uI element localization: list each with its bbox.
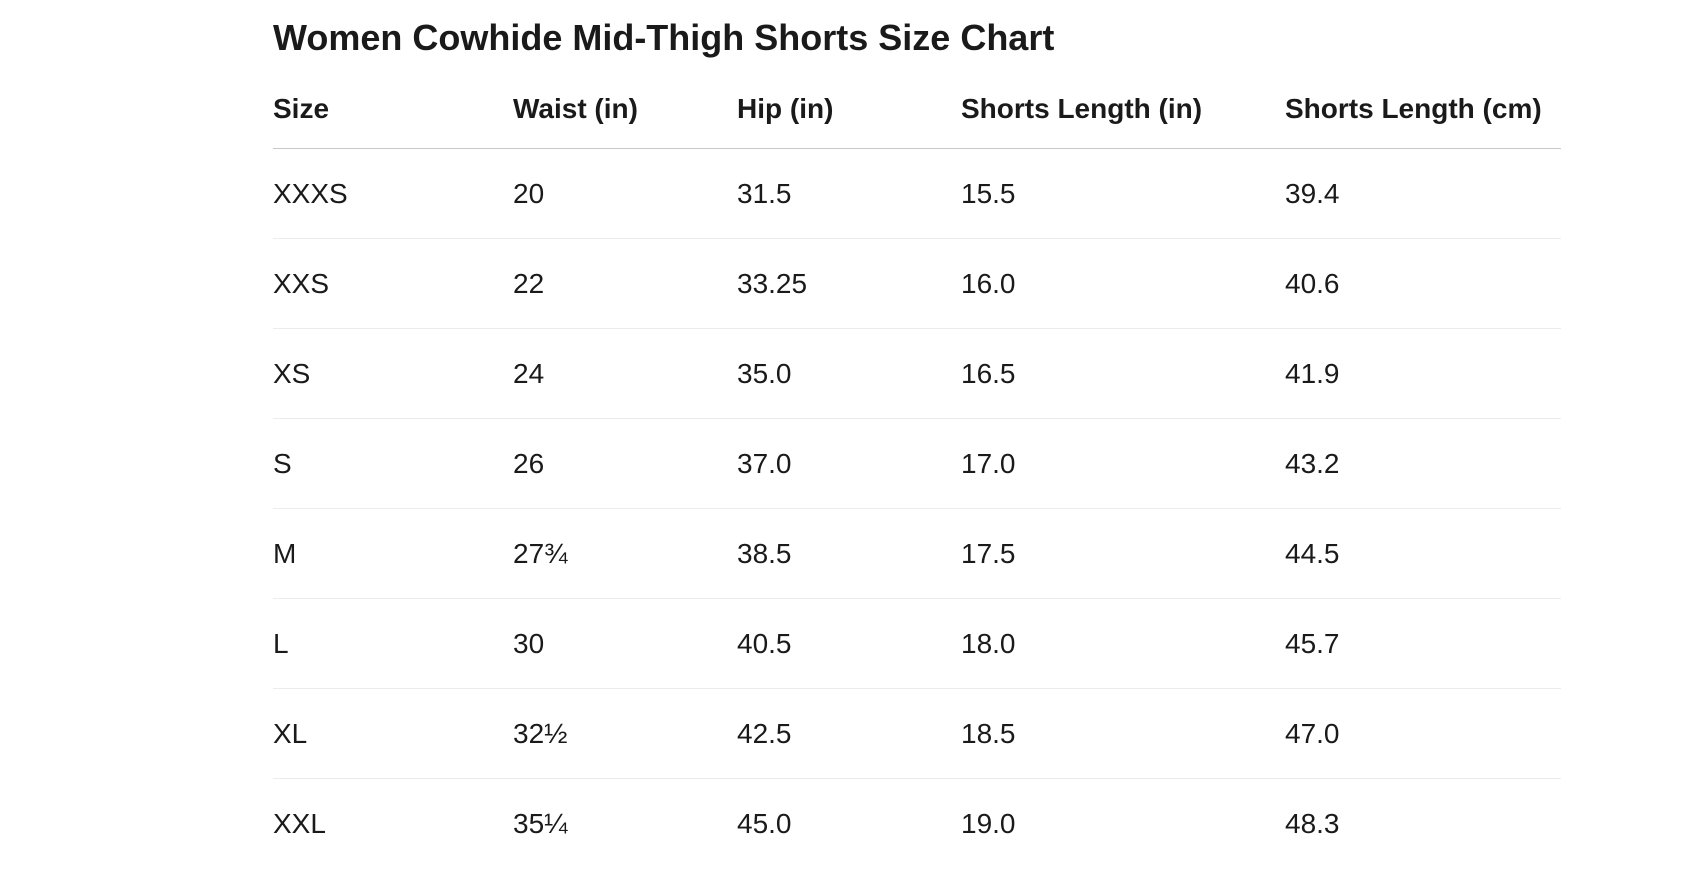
header-size: Size xyxy=(273,80,513,149)
cell-size: XXXS xyxy=(273,148,513,239)
cell-length-in: 18.0 xyxy=(961,598,1285,689)
cell-waist: 30 xyxy=(513,598,737,689)
table-row: XL 32½ 42.5 18.5 47.0 xyxy=(273,688,1561,779)
cell-hip: 40.5 xyxy=(737,598,961,689)
cell-waist: 35¼ xyxy=(513,807,568,839)
cell-waist: 20 xyxy=(513,148,737,239)
table-row: XXXS 20 31.5 15.5 39.4 xyxy=(273,148,1561,239)
cell-length-in: 19.0 xyxy=(961,807,1016,839)
cell-length-cm: 45.7 xyxy=(1285,598,1561,689)
cell-waist: 26 xyxy=(513,418,737,509)
table-header-row: Size Waist (in) Hip (in) Shorts Length (… xyxy=(273,80,1561,149)
cell-length-in: 15.5 xyxy=(961,148,1285,239)
cell-length-cm: 48.3 xyxy=(1285,807,1340,839)
cell-hip: 35.0 xyxy=(737,328,961,419)
cell-size: S xyxy=(273,418,513,509)
header-hip: Hip (in) xyxy=(737,80,961,149)
cell-length-cm: 41.9 xyxy=(1285,328,1561,419)
cell-size: L xyxy=(273,598,513,689)
cell-length-cm: 43.2 xyxy=(1285,418,1561,509)
cell-length-cm: 40.6 xyxy=(1285,238,1561,329)
cell-waist: 32½ xyxy=(513,688,737,779)
cell-hip: 45.0 xyxy=(737,807,792,839)
header-length-cm: Shorts Length (cm) xyxy=(1285,80,1561,149)
table-row: XXL 35¼ 45.0 19.0 48.3 xyxy=(273,779,1561,869)
cell-length-in: 17.0 xyxy=(961,418,1285,509)
cell-size: XS xyxy=(273,328,513,419)
table-row: L 30 40.5 18.0 45.7 xyxy=(273,598,1561,689)
cell-length-in: 18.5 xyxy=(961,688,1285,779)
cell-waist: 22 xyxy=(513,238,737,329)
table-row: XXS 22 33.25 16.0 40.6 xyxy=(273,238,1561,329)
header-waist: Waist (in) xyxy=(513,80,737,149)
cell-length-in: 16.5 xyxy=(961,328,1285,419)
cell-size: XXL xyxy=(273,807,326,839)
cell-size: XL xyxy=(273,688,513,779)
cell-hip: 37.0 xyxy=(737,418,961,509)
cell-length-cm: 47.0 xyxy=(1285,688,1561,779)
header-length-in: Shorts Length (in) xyxy=(961,80,1285,149)
cell-hip: 42.5 xyxy=(737,688,961,779)
cell-length-cm: 39.4 xyxy=(1285,148,1561,239)
cell-length-cm: 44.5 xyxy=(1285,508,1561,599)
table-row: S 26 37.0 17.0 43.2 xyxy=(273,418,1561,509)
cell-waist: 27¾ xyxy=(513,508,737,599)
cell-hip: 31.5 xyxy=(737,148,961,239)
page-title: Women Cowhide Mid-Thigh Shorts Size Char… xyxy=(273,17,1055,58)
cell-size: XXS xyxy=(273,238,513,329)
cell-length-in: 17.5 xyxy=(961,508,1285,599)
table-row: XS 24 35.0 16.5 41.9 xyxy=(273,328,1561,419)
cell-hip: 33.25 xyxy=(737,238,961,329)
size-chart-table: Size Waist (in) Hip (in) Shorts Length (… xyxy=(273,80,1561,868)
table-row: M 27¾ 38.5 17.5 44.5 xyxy=(273,508,1561,599)
cell-hip: 38.5 xyxy=(737,508,961,599)
cell-waist: 24 xyxy=(513,328,737,419)
cell-length-in: 16.0 xyxy=(961,238,1285,329)
cell-size: M xyxy=(273,508,513,599)
